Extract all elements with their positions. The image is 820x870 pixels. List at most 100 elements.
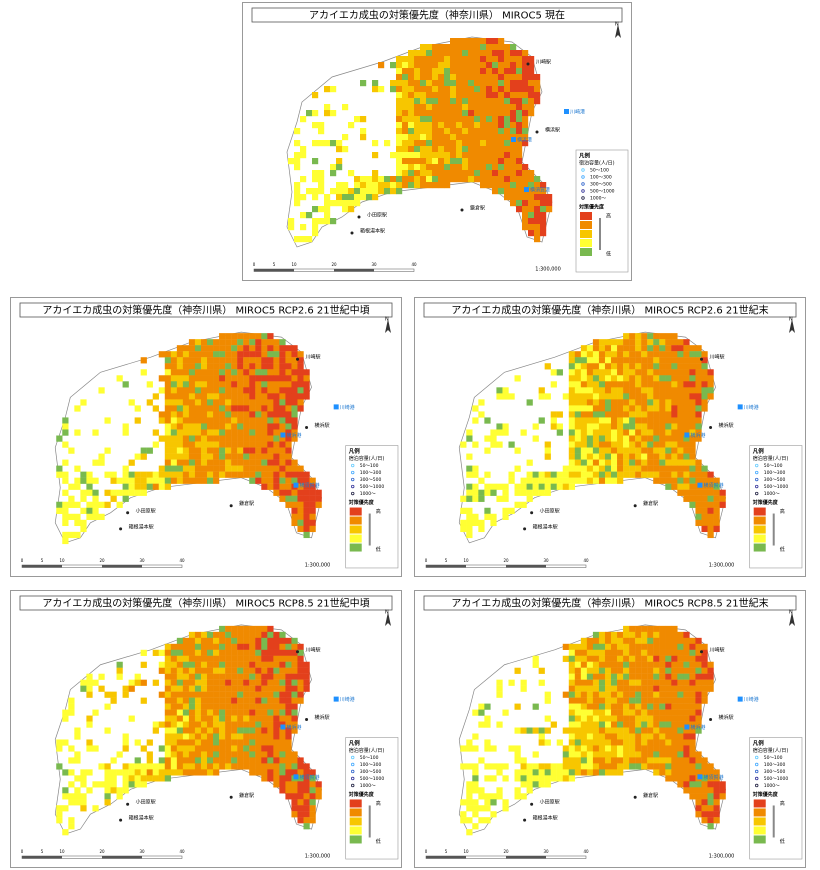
grid-cell [249, 715, 256, 722]
grid-cell [516, 68, 523, 75]
grid-cell [213, 697, 220, 704]
grid-cell [617, 739, 624, 746]
grid-cell [659, 393, 666, 400]
grid-cell [480, 92, 487, 99]
grid-cell [182, 661, 190, 668]
grid-cell [617, 357, 624, 364]
grid-cell [671, 465, 678, 472]
grid-cell [484, 489, 491, 496]
grid-cell [62, 423, 69, 430]
grid-cell [303, 381, 310, 388]
grid-cell [629, 673, 636, 680]
grid-cell [516, 116, 523, 123]
grid-cell [188, 709, 196, 716]
grid-cell [689, 441, 696, 448]
grid-cell [568, 375, 576, 382]
grid-cell [243, 679, 250, 686]
grid-cell [462, 134, 469, 141]
grid-cell [492, 158, 499, 165]
grid-cell [158, 775, 165, 782]
grid-cell [207, 339, 214, 346]
grid-cell [592, 351, 600, 358]
grid-cell [659, 739, 666, 746]
grid-cell [568, 655, 576, 662]
grid-cell [701, 465, 708, 472]
grid-cell [176, 447, 184, 454]
grid-cell [450, 104, 457, 111]
grid-cell [665, 751, 672, 758]
grid-cell [466, 489, 473, 496]
grid-cell [207, 643, 214, 650]
grid-cell [273, 405, 280, 412]
grid-cell [243, 757, 250, 764]
grid-cell [176, 369, 184, 376]
grid-cell [237, 691, 244, 698]
grid-cell [432, 164, 439, 171]
grid-cell [580, 405, 588, 412]
grid-cell [647, 739, 654, 746]
grid-cell [629, 643, 636, 650]
grid-cell [249, 733, 256, 740]
grid-cell [182, 477, 190, 484]
north-arrow [385, 612, 391, 626]
grid-cell [480, 74, 487, 81]
grid-cell [695, 489, 702, 496]
grid-cell [689, 637, 696, 645]
grid-cell [261, 751, 268, 758]
grid-cell [176, 417, 184, 424]
grid-cell [426, 140, 433, 147]
grid-cell [170, 721, 178, 728]
grid-cell [665, 715, 672, 722]
grid-cell [598, 387, 606, 394]
grid-cell [194, 387, 202, 394]
grid-cell [267, 465, 274, 472]
grid-cell [432, 80, 439, 87]
grid-cell [188, 423, 196, 430]
grid-cell [480, 50, 487, 57]
grid-cell [231, 435, 238, 442]
grid-cell [466, 817, 473, 824]
map-scale: 1:300,000 [305, 854, 331, 860]
grid-cell [629, 339, 636, 346]
grid-cell [86, 769, 93, 776]
port-label: 川崎港 [340, 404, 355, 411]
grid-cell [522, 212, 529, 219]
grid-cell [243, 417, 250, 424]
grid-cell [677, 649, 684, 656]
grid-cell [604, 715, 612, 722]
grid-cell [665, 655, 672, 662]
grid-cell [604, 465, 612, 472]
grid-cell [80, 793, 87, 800]
grid-cell [486, 80, 493, 87]
grid-cell [586, 375, 594, 382]
grid-cell [510, 74, 517, 81]
grid-cell [617, 429, 624, 436]
grid-cell [653, 387, 660, 394]
grid-cell [438, 98, 445, 105]
grid-cell [707, 501, 714, 508]
grid-cell [396, 104, 403, 111]
grid-cell [568, 477, 576, 484]
grid-cell [604, 763, 612, 770]
grid-cell [285, 429, 292, 436]
grid-cell [466, 739, 473, 746]
grid-cell [194, 733, 202, 740]
grid-cell [496, 495, 503, 502]
grid-cell [641, 745, 648, 752]
grid-cell [462, 92, 469, 99]
grid-cell [164, 351, 172, 358]
grid-cell [635, 667, 642, 674]
grid-cell [396, 140, 403, 147]
grid-cell [647, 763, 654, 770]
grid-cell [492, 164, 499, 171]
grid-cell [484, 471, 491, 478]
grid-cell [273, 459, 280, 466]
grid-cell [468, 158, 475, 165]
grid-cell [255, 631, 262, 639]
grid-cell [396, 134, 403, 141]
grid-cell [671, 477, 678, 484]
grid-cell [516, 134, 523, 141]
grid-cell [188, 679, 196, 686]
grid-cell [279, 745, 286, 752]
legend-capacity-title: 宿泊容量(人/日) [579, 160, 615, 167]
